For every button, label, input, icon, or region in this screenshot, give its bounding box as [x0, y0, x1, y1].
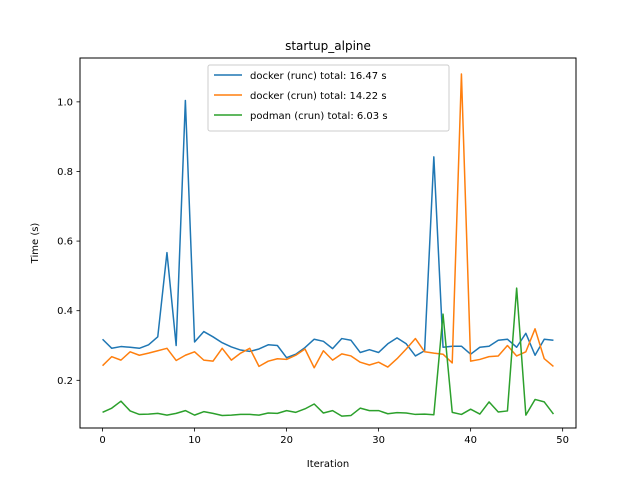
y-axis-label: Time (s)	[30, 223, 41, 265]
y-axis: 0.2 0.4 0.6 0.8 1.0	[57, 97, 80, 387]
series-line-1	[102, 73, 554, 369]
x-tick-label: 10	[188, 435, 201, 446]
y-tick-label: 0.2	[57, 376, 73, 387]
y-tick-label: 1.0	[57, 97, 73, 108]
y-tick-label: 0.4	[57, 306, 73, 317]
x-axis-label: Iteration	[307, 459, 349, 470]
x-tick-label: 20	[280, 435, 293, 446]
legend-box	[207, 64, 450, 132]
plot-frame	[79, 57, 577, 429]
series-line-2	[102, 287, 555, 417]
y-tick-label: 0.6	[57, 237, 73, 248]
plot-area: 0 10 20 30 40 50 0.2 0.4 0.6 0.8 1.0	[57, 57, 577, 446]
y-tick-label: 0.8	[57, 167, 73, 178]
x-tick-label: 30	[372, 435, 385, 446]
x-axis: 0 10 20 30 40 50	[99, 428, 569, 446]
legend-entry-0: docker (runc) total: 16.47 s	[250, 71, 387, 82]
legend-entry-1: docker (crun) total: 14.22 s	[250, 91, 387, 102]
x-tick-label: 0	[99, 435, 105, 446]
legend-entry-2: podman (crun) total: 6.03 s	[250, 111, 388, 122]
chart-title: startup_alpine	[285, 39, 371, 53]
x-tick-label: 40	[464, 435, 477, 446]
series-layer	[102, 73, 555, 417]
legend: docker (runc) total: 16.47 s docker (crun…	[207, 64, 450, 132]
x-tick-label: 50	[556, 435, 569, 446]
series-line-0	[102, 99, 554, 359]
